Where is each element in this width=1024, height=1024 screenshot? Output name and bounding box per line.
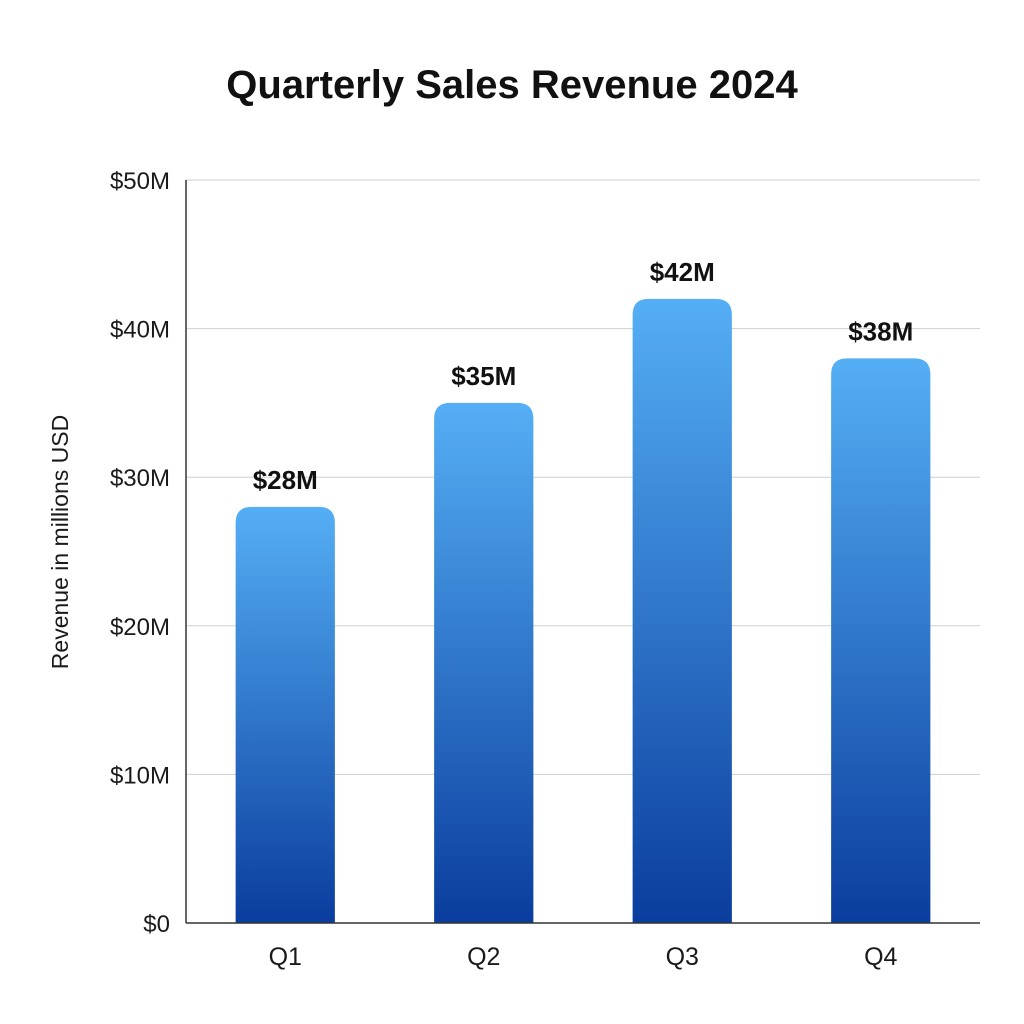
y-axis-label: Revenue in millions USD	[47, 415, 73, 669]
bar-q2	[434, 402, 534, 923]
y-axis-ticks: $0 $10M $20M $30M $40M $50M	[110, 168, 170, 938]
x-tick-label: Q2	[467, 943, 500, 971]
y-tick-label: $0	[143, 911, 170, 938]
y-tick-label: $50M	[110, 168, 170, 195]
y-tick-label: $20M	[110, 614, 170, 641]
data-label-q1: $28M	[253, 465, 318, 495]
bar-q4	[831, 358, 931, 923]
y-tick-label: $10M	[110, 762, 170, 789]
data-label-q4: $38M	[848, 316, 913, 346]
chart-title: Quarterly Sales Revenue 2024	[226, 63, 798, 107]
bars	[235, 298, 931, 923]
y-tick-label: $40M	[110, 317, 170, 344]
bar-q3	[632, 298, 732, 923]
data-label-q3: $42M	[650, 257, 715, 287]
x-tick-label: Q4	[864, 943, 897, 971]
x-axis-ticks: Q1 Q2 Q3 Q4	[269, 943, 898, 971]
data-labels: $28M $35M $42M $38M	[253, 257, 914, 495]
bar-q1	[235, 506, 335, 923]
data-label-q2: $35M	[451, 361, 516, 391]
x-tick-label: Q3	[666, 943, 699, 971]
x-tick-label: Q1	[269, 943, 302, 971]
y-tick-label: $30M	[110, 465, 170, 492]
